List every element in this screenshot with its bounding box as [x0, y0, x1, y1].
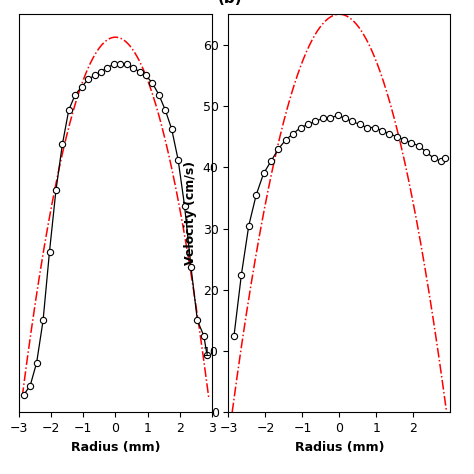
X-axis label: Radius (mm): Radius (mm): [295, 441, 384, 454]
Y-axis label: Velocity (cm/s): Velocity (cm/s): [184, 161, 197, 265]
Text: (b): (b): [218, 0, 242, 6]
X-axis label: Radius (mm): Radius (mm): [71, 441, 160, 454]
